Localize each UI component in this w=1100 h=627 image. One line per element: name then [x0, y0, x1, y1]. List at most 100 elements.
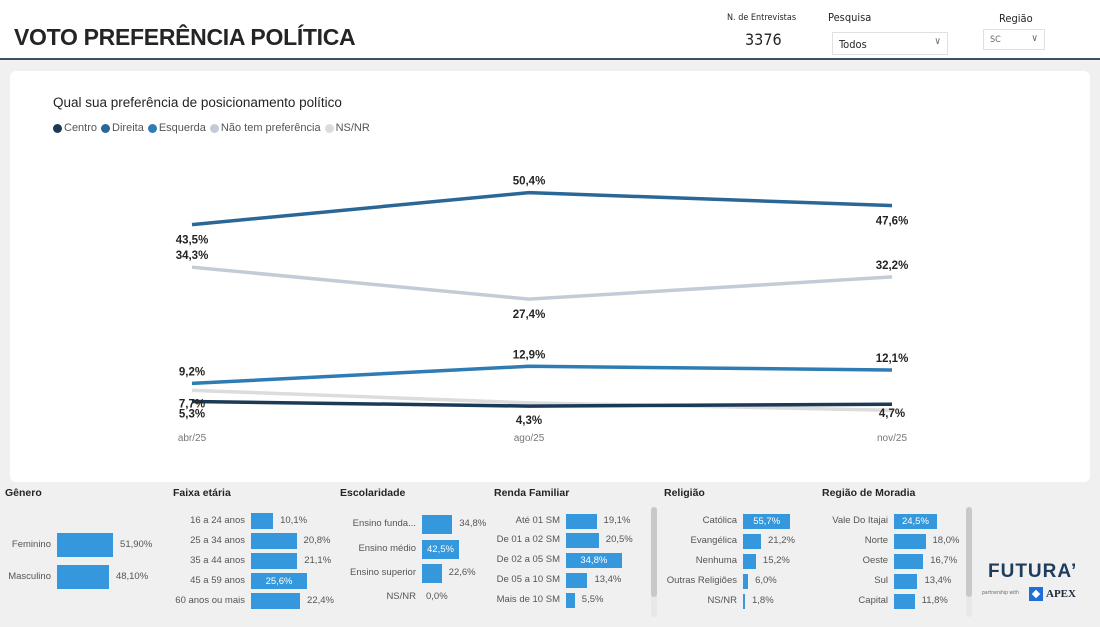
chart-title: Qual sua preferência de posicionamento p…	[53, 95, 342, 110]
legend-dot	[53, 123, 62, 133]
bar-value: 21,2%	[768, 535, 795, 546]
legend-item[interactable]: Direita	[101, 122, 144, 134]
legend-dot	[209, 123, 219, 133]
bar[interactable]: 34,8%	[566, 552, 622, 568]
legend-label: Centro	[64, 122, 98, 134]
series-line-centro	[191, 399, 893, 408]
bar-value: 34,8%	[580, 554, 608, 566]
bar-value: 20,5%	[605, 534, 633, 545]
regiao-dropdown[interactable]: SC ∨	[983, 29, 1045, 50]
bar[interactable]	[566, 572, 588, 588]
line-chart-card: Qual sua preferência de posicionamento p…	[10, 71, 1090, 482]
bar[interactable]	[422, 563, 442, 583]
bar-value: 0,0%	[426, 591, 448, 602]
bar-label: Sul	[874, 575, 888, 586]
bar-label: Outras Religiões	[666, 575, 737, 586]
bar-value: 16,7%	[930, 555, 958, 566]
data-label: 4,7%	[879, 408, 905, 420]
scrollbar-thumb[interactable]	[651, 507, 657, 597]
bar[interactable]: 55,7%	[743, 513, 791, 529]
panel-title: Região de Moradia	[822, 487, 916, 499]
scrollbar[interactable]	[651, 507, 657, 617]
bar[interactable]	[743, 553, 756, 569]
interviews-label: N. de Entrevistas	[727, 13, 797, 23]
bar-label: 35 a 44 anos	[190, 555, 245, 566]
bar[interactable]: 24,5%	[894, 513, 937, 529]
data-label: 47,6%	[876, 216, 909, 228]
bar-label: De 01 a 02 SM	[496, 534, 560, 545]
scrollbar-thumb[interactable]	[966, 507, 972, 597]
data-label: 5,3%	[179, 408, 205, 420]
legend-item[interactable]: Centro	[53, 122, 97, 134]
bar-value: 51,90%	[120, 539, 153, 550]
bar[interactable]	[894, 533, 926, 549]
bar[interactable]	[894, 593, 915, 609]
bar-label: Ensino funda...	[352, 518, 416, 529]
series-line-n-o-tem-prefer-ncia	[191, 265, 893, 301]
bar[interactable]	[251, 513, 274, 529]
pesquisa-label: Pesquisa	[828, 11, 872, 24]
data-label: 50,4%	[513, 176, 546, 188]
bar-label: Vale Do Itajai	[832, 515, 888, 526]
apex-logo: APEX	[1029, 587, 1076, 601]
bar-label: Norte	[864, 535, 888, 546]
data-label: 34,3%	[176, 250, 209, 262]
header: VOTO PREFERÊNCIA POLÍTICA N. de Entrevis…	[0, 0, 1100, 60]
interviews-count: 3376	[745, 30, 782, 49]
scrollbar[interactable]	[966, 507, 972, 617]
bar[interactable]	[743, 573, 749, 589]
page-title: VOTO PREFERÊNCIA POLÍTICA	[14, 24, 356, 50]
bar[interactable]: 25,6%	[251, 573, 308, 589]
legend-item[interactable]: NS/NR	[324, 122, 370, 134]
bar-label: NS/NR	[386, 591, 416, 602]
legend-item[interactable]: Esquerda	[147, 122, 206, 134]
series-line-esquerda	[191, 364, 893, 386]
bar-value: 5,5%	[581, 594, 604, 605]
bar-label: Masculino	[8, 571, 51, 582]
bar-label: 16 a 24 anos	[190, 515, 245, 526]
bar[interactable]	[566, 532, 599, 548]
legend-item[interactable]: Não tem preferência	[209, 122, 321, 134]
bar[interactable]	[566, 513, 597, 529]
bar-label: 45 a 59 anos	[190, 575, 245, 586]
bar[interactable]	[251, 593, 301, 609]
bar[interactable]	[894, 553, 924, 569]
bar-value: 42,5%	[427, 543, 454, 555]
bar-label: 60 anos ou mais	[175, 595, 245, 606]
data-label: 27,4%	[513, 309, 546, 321]
bar[interactable]	[743, 533, 762, 549]
data-label: 32,2%	[876, 260, 909, 272]
bar[interactable]	[894, 573, 918, 589]
bar[interactable]	[251, 553, 298, 569]
partner-text: partnership with	[982, 590, 1019, 596]
bar-value: 55,7%	[753, 515, 781, 527]
data-label: 4,3%	[516, 415, 542, 427]
series-line-ns-nr	[191, 388, 893, 413]
bar[interactable]	[566, 592, 575, 608]
bar-value: 18,0%	[932, 535, 960, 546]
bar-label: Mais de 10 SM	[496, 594, 560, 605]
bar[interactable]: 42,5%	[422, 539, 459, 559]
bar[interactable]	[57, 565, 109, 589]
futura-logo: FUTURA’	[988, 561, 1078, 582]
bar-value: 34,8%	[459, 518, 487, 529]
bar-label: 25 a 34 anos	[190, 535, 245, 546]
bar[interactable]	[743, 593, 745, 609]
pesquisa-dropdown[interactable]: Todos ∨	[832, 32, 948, 55]
regiao-value: SC	[990, 35, 1001, 45]
legend-label: NS/NR	[335, 122, 370, 134]
legend-label: Não tem preferência	[220, 122, 321, 134]
bar-value: 15,2%	[762, 555, 790, 566]
bar-value: 10,1%	[280, 515, 308, 526]
bar-label: Até 01 SM	[515, 515, 560, 526]
pesquisa-value: Todos	[839, 38, 867, 51]
bar[interactable]	[57, 533, 114, 557]
apex-icon	[1029, 587, 1043, 601]
series-line-direita	[191, 190, 893, 227]
bar[interactable]	[422, 514, 453, 534]
bar-value: 6,0%	[755, 575, 777, 586]
bar-label: NS/NR	[707, 595, 737, 606]
panel-title: Escolaridade	[340, 487, 406, 499]
bar[interactable]	[251, 533, 297, 549]
bar-value: 21,1%	[304, 555, 332, 566]
